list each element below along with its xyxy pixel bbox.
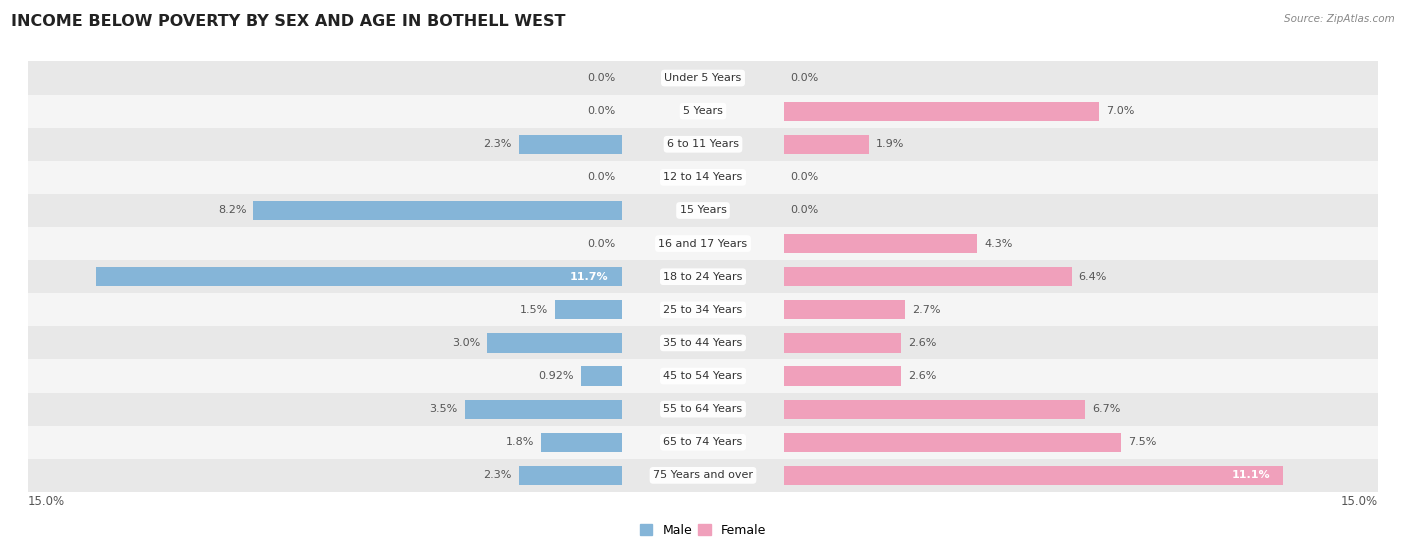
Bar bbox=[785, 466, 1284, 485]
Legend: Male, Female: Male, Female bbox=[636, 519, 770, 542]
Text: 11.1%: 11.1% bbox=[1232, 470, 1270, 480]
Text: 15.0%: 15.0% bbox=[28, 495, 65, 508]
Bar bbox=[785, 135, 869, 154]
Text: 0.92%: 0.92% bbox=[538, 371, 574, 381]
Bar bbox=[28, 426, 1378, 459]
Bar bbox=[785, 367, 901, 386]
Text: INCOME BELOW POVERTY BY SEX AND AGE IN BOTHELL WEST: INCOME BELOW POVERTY BY SEX AND AGE IN B… bbox=[11, 14, 565, 29]
Bar bbox=[28, 94, 1378, 127]
Bar bbox=[28, 359, 1378, 392]
Text: 2.7%: 2.7% bbox=[912, 305, 941, 315]
Text: 75 Years and over: 75 Years and over bbox=[652, 470, 754, 480]
Text: 5 Years: 5 Years bbox=[683, 106, 723, 116]
Text: 15 Years: 15 Years bbox=[679, 206, 727, 215]
Text: 0.0%: 0.0% bbox=[588, 172, 616, 182]
Bar bbox=[581, 367, 621, 386]
Text: 7.0%: 7.0% bbox=[1105, 106, 1135, 116]
Text: 7.5%: 7.5% bbox=[1128, 437, 1157, 447]
Text: 35 to 44 Years: 35 to 44 Years bbox=[664, 338, 742, 348]
Text: 2.3%: 2.3% bbox=[484, 139, 512, 149]
Text: 3.0%: 3.0% bbox=[453, 338, 481, 348]
Bar bbox=[253, 201, 621, 220]
Bar bbox=[486, 333, 621, 353]
Bar bbox=[785, 300, 905, 319]
Text: 18 to 24 Years: 18 to 24 Years bbox=[664, 272, 742, 282]
Text: 55 to 64 Years: 55 to 64 Years bbox=[664, 404, 742, 414]
Bar bbox=[28, 194, 1378, 227]
Text: 2.6%: 2.6% bbox=[908, 371, 936, 381]
Bar bbox=[28, 326, 1378, 359]
Text: 6.4%: 6.4% bbox=[1078, 272, 1107, 282]
Text: 8.2%: 8.2% bbox=[218, 206, 246, 215]
Text: 1.9%: 1.9% bbox=[876, 139, 904, 149]
Text: 4.3%: 4.3% bbox=[984, 239, 1012, 249]
Bar bbox=[28, 459, 1378, 492]
Text: 6.7%: 6.7% bbox=[1092, 404, 1121, 414]
Bar bbox=[28, 227, 1378, 260]
Text: Under 5 Years: Under 5 Years bbox=[665, 73, 741, 83]
Text: 1.5%: 1.5% bbox=[520, 305, 548, 315]
Bar bbox=[519, 466, 621, 485]
Text: 11.7%: 11.7% bbox=[569, 272, 609, 282]
Text: 25 to 34 Years: 25 to 34 Years bbox=[664, 305, 742, 315]
Text: 3.5%: 3.5% bbox=[430, 404, 458, 414]
Bar bbox=[28, 260, 1378, 293]
Text: Source: ZipAtlas.com: Source: ZipAtlas.com bbox=[1284, 14, 1395, 24]
Bar bbox=[519, 135, 621, 154]
Text: 12 to 14 Years: 12 to 14 Years bbox=[664, 172, 742, 182]
Text: 0.0%: 0.0% bbox=[588, 73, 616, 83]
Text: 0.0%: 0.0% bbox=[790, 172, 818, 182]
Text: 0.0%: 0.0% bbox=[790, 73, 818, 83]
Text: 45 to 54 Years: 45 to 54 Years bbox=[664, 371, 742, 381]
Text: 1.8%: 1.8% bbox=[506, 437, 534, 447]
Text: 0.0%: 0.0% bbox=[790, 206, 818, 215]
Bar bbox=[28, 127, 1378, 161]
Bar bbox=[96, 267, 621, 286]
Bar bbox=[785, 433, 1122, 452]
Bar bbox=[785, 333, 901, 353]
Bar bbox=[464, 400, 621, 419]
Bar bbox=[785, 267, 1071, 286]
Text: 16 and 17 Years: 16 and 17 Years bbox=[658, 239, 748, 249]
Bar bbox=[785, 102, 1099, 121]
Text: 15.0%: 15.0% bbox=[1341, 495, 1378, 508]
Bar bbox=[28, 161, 1378, 194]
Bar bbox=[785, 400, 1085, 419]
Bar bbox=[785, 234, 977, 253]
Bar bbox=[28, 293, 1378, 326]
Bar bbox=[28, 61, 1378, 94]
Text: 2.6%: 2.6% bbox=[908, 338, 936, 348]
Bar bbox=[28, 392, 1378, 426]
Text: 65 to 74 Years: 65 to 74 Years bbox=[664, 437, 742, 447]
Text: 6 to 11 Years: 6 to 11 Years bbox=[666, 139, 740, 149]
Text: 0.0%: 0.0% bbox=[588, 239, 616, 249]
Text: 2.3%: 2.3% bbox=[484, 470, 512, 480]
Bar bbox=[541, 433, 621, 452]
Bar bbox=[554, 300, 621, 319]
Text: 0.0%: 0.0% bbox=[588, 106, 616, 116]
